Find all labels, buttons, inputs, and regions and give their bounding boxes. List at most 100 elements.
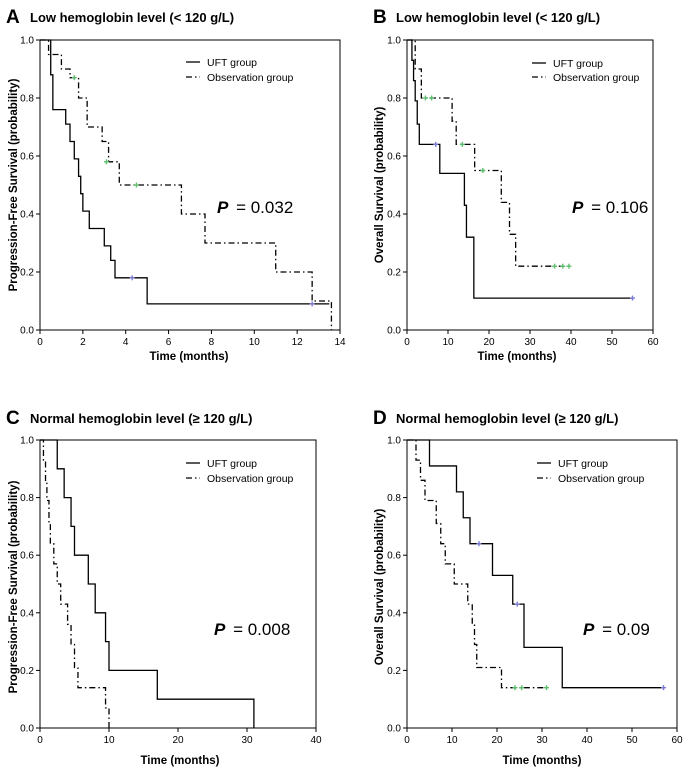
panel-title-a: Low hemoglobin level (< 120 g/L): [30, 10, 234, 25]
p-symbol-d: P: [583, 620, 595, 639]
y-tick-label-b: 0.2: [387, 268, 401, 279]
panel-c: C Normal hemoglobin level (≥ 120 g/L) Pr…: [6, 408, 322, 767]
x-tick-label-b: 40: [565, 337, 577, 348]
x-tick-label-b: 20: [483, 337, 495, 348]
y-tick-label-a: 0.2: [20, 268, 34, 279]
x-tick-label-b: 0: [404, 337, 410, 348]
x-tick-label-d: 50: [626, 735, 638, 746]
y-axis-label-d: Overall Survival (probability): [374, 509, 386, 666]
curve-uft-a: [40, 39, 330, 305]
p-number-b: = 0.106: [591, 198, 648, 217]
panel-title-b: Low hemoglobin level (< 120 g/L): [396, 10, 600, 25]
y-tick-label-b: 0.0: [387, 326, 401, 337]
x-tick-label-a: 10: [249, 337, 261, 348]
x-tick-label-b: 30: [524, 337, 536, 348]
x-tick-label-a: 2: [80, 337, 86, 348]
p-value-a: P = 0.032: [217, 198, 293, 217]
p-number-d: = 0.09: [602, 620, 650, 639]
y-tick-label-d: 0.2: [387, 666, 401, 677]
x-tick-label-d: 40: [581, 735, 593, 746]
legend-label-uft-b: UFT group: [553, 58, 603, 70]
panel-b: B Low hemoglobin level (< 120 g/L) Overa…: [373, 7, 659, 363]
panel-title-c: Normal hemoglobin level (≥ 120 g/L): [30, 411, 252, 426]
x-tick-label-a: 14: [334, 337, 346, 348]
x-tick-label-d: 20: [491, 735, 503, 746]
y-tick-label-a: 1.0: [20, 36, 34, 47]
p-number-a: = 0.032: [236, 198, 293, 217]
y-tick-label-d: 1.0: [387, 436, 401, 447]
x-tick-label-d: 10: [446, 735, 458, 746]
x-tick-label-d: 0: [404, 735, 410, 746]
x-tick-label-c: 30: [241, 735, 253, 746]
curve-obs-b: [407, 39, 571, 267]
x-tick-label-c: 0: [37, 735, 43, 746]
legend-d: UFT group Observation group: [537, 458, 645, 485]
panel-letter-c: C: [6, 408, 20, 429]
y-tick-label-d: 0.6: [387, 551, 401, 562]
legend-label-obs-c: Observation group: [207, 473, 294, 485]
legend-c: UFT group Observation group: [186, 458, 294, 485]
x-axis-label-c: Time (months): [140, 755, 219, 767]
y-tick-label-d: 0.4: [387, 608, 401, 619]
p-number-c: = 0.008: [233, 620, 290, 639]
legend-label-uft-d: UFT group: [558, 458, 608, 470]
panel-letter-d: D: [373, 408, 387, 429]
y-tick-label-a: 0.8: [20, 94, 34, 105]
y-tick-label-c: 0.4: [20, 608, 34, 619]
x-tick-label-a: 12: [292, 337, 304, 348]
x-tick-label-b: 10: [442, 337, 454, 348]
panel-d: D Normal hemoglobin level (≥ 120 g/L) Ov…: [373, 408, 683, 767]
y-tick-label-b: 0.8: [387, 94, 401, 105]
panel-letter-a: A: [6, 7, 20, 28]
x-tick-label-d: 30: [536, 735, 548, 746]
curve-obs-c: [40, 439, 110, 728]
y-tick-label-c: 0.8: [20, 493, 34, 504]
p-symbol-b: P: [572, 198, 584, 217]
p-value-c: P = 0.008: [214, 620, 290, 639]
legend-a: UFT group Observation group: [186, 57, 294, 84]
legend-label-uft-a: UFT group: [207, 57, 257, 69]
y-tick-label-c: 0.2: [20, 666, 34, 677]
y-tick-label-c: 0.6: [20, 551, 34, 562]
x-axis-label-a: Time (months): [149, 351, 228, 363]
panel-title-d: Normal hemoglobin level (≥ 120 g/L): [396, 411, 618, 426]
x-tick-label-b: 50: [606, 337, 618, 348]
legend-label-obs-a: Observation group: [207, 72, 294, 84]
x-axis-label-b: Time (months): [477, 351, 556, 363]
x-tick-label-c: 40: [310, 735, 322, 746]
x-tick-label-a: 6: [166, 337, 172, 348]
y-axis-label-c: Progression-Free Survival (probability): [8, 480, 20, 693]
x-tick-label-a: 8: [209, 337, 215, 348]
legend-b: UFT group Observation group: [532, 58, 640, 84]
y-tick-label-a: 0.4: [20, 210, 34, 221]
legend-label-uft-c: UFT group: [207, 458, 257, 470]
p-symbol-c: P: [214, 620, 226, 639]
plot-frame-a: [39, 39, 341, 331]
x-tick-label-a: 4: [123, 337, 129, 348]
y-tick-label-c: 1.0: [20, 436, 34, 447]
x-tick-label-a: 0: [37, 337, 43, 348]
legend-label-obs-b: Observation group: [553, 72, 640, 84]
curve-obs-d: [407, 439, 547, 689]
x-tick-label-c: 20: [172, 735, 184, 746]
y-tick-label-d: 0.0: [387, 724, 401, 735]
legend-label-obs-d: Observation group: [558, 473, 645, 485]
curve-uft-b: [407, 39, 633, 299]
y-tick-label-c: 0.0: [20, 724, 34, 735]
y-axis-label-b: Overall Survival (probability): [374, 107, 386, 264]
p-value-d: P = 0.09: [583, 620, 650, 639]
y-axis-label-a: Progression-Free Survival (probability): [8, 78, 20, 291]
p-symbol-a: P: [217, 198, 229, 217]
y-tick-label-a: 0.0: [20, 326, 34, 337]
x-tick-label-c: 10: [103, 735, 115, 746]
panel-letter-b: B: [373, 7, 387, 28]
y-tick-label-b: 0.6: [387, 152, 401, 163]
p-value-b: P = 0.106: [572, 198, 648, 217]
curve-uft-c: [40, 439, 255, 728]
y-tick-label-d: 0.8: [387, 493, 401, 504]
y-tick-label-b: 1.0: [387, 36, 401, 47]
x-tick-label-d: 60: [671, 735, 683, 746]
y-tick-label-a: 0.6: [20, 152, 34, 163]
y-tick-label-b: 0.4: [387, 210, 401, 221]
